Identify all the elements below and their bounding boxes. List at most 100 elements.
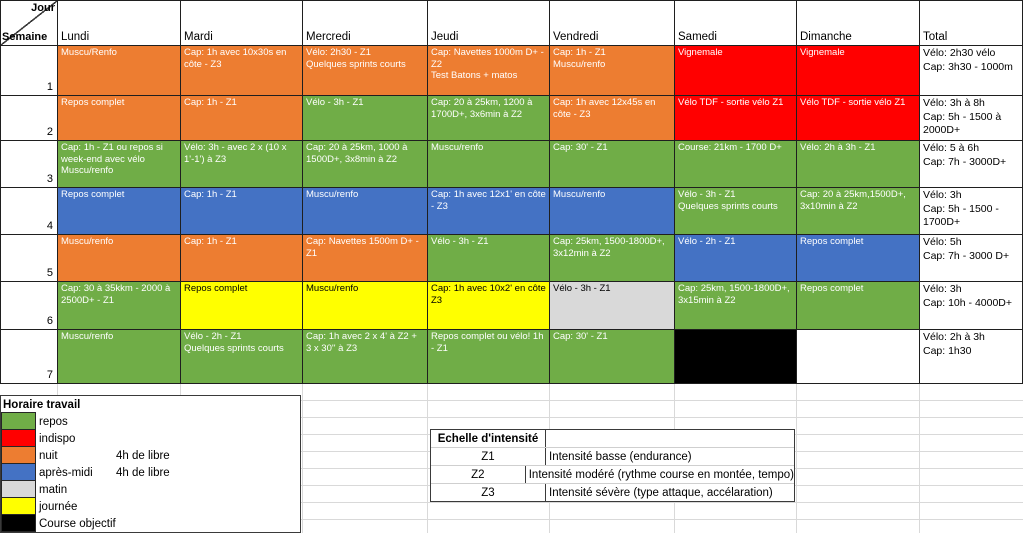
legend-item-repos[interactable]: repos (1, 412, 300, 430)
cell-w4-mardi[interactable]: Cap: 1h - Z1 (181, 188, 303, 235)
cell-w3-total[interactable]: Vélo: 5 à 6h Cap: 7h - 3000D+ (920, 141, 1023, 188)
week-number-5[interactable]: 5 (1, 235, 58, 282)
cell-w6-vendredi[interactable]: Vélo - 3h - Z1 (550, 282, 675, 330)
cell-w5-mardi[interactable]: Cap: 1h - Z1 (181, 235, 303, 282)
cell-w1-jeudi[interactable]: Cap: Navettes 1000m D+ - Z2 Test Batons … (428, 46, 550, 96)
legend-item-course-objectif[interactable]: Course objectif (1, 514, 300, 532)
cell-w1-mercredi[interactable]: Vélo: 2h30 - Z1 Quelques sprints courts (303, 46, 428, 96)
legend-swatch-orange (1, 446, 36, 464)
cell-w3-dimanche[interactable]: Vélo: 2h à 3h - Z1 (797, 141, 920, 188)
header-corner-cell[interactable]: Jour Semaine (1, 1, 58, 46)
cell-w6-samedi[interactable]: Cap: 25km, 1500-1800D+, 3x15min à Z2 (675, 282, 797, 330)
header-cell-total[interactable]: Total (920, 1, 1023, 46)
cell-w6-mardi[interactable]: Repos complet (181, 282, 303, 330)
cell-w2-samedi[interactable]: Vélo TDF - sortie vélo Z1 (675, 96, 797, 141)
header-cell-vendredi[interactable]: Vendredi (550, 1, 675, 46)
cell-w5-total[interactable]: Vélo: 5h Cap: 7h - 3000 D+ (920, 235, 1023, 282)
header-cell-samedi[interactable]: Samedi (675, 1, 797, 46)
cell-w3-jeudi[interactable]: Muscu/renfo (428, 141, 550, 188)
schedule-table: Jour Semaine Lundi Mardi Mercredi Jeudi Vendre… (0, 0, 1023, 384)
week-number-2[interactable]: 2 (1, 96, 58, 141)
intensity-row-z3[interactable]: Z3 Intensité sévère (type attaque, accéla… (431, 484, 794, 501)
legend-item-label: matin (39, 483, 68, 496)
legend-item-apres-midi[interactable]: après-midi 4h de libre (1, 463, 300, 481)
cell-w4-lundi[interactable]: Repos complet (58, 188, 181, 235)
cell-w7-total[interactable]: Vélo: 2h à 3h Cap: 1h30 (920, 330, 1023, 384)
week-row-6: 6 Cap: 30 à 35kkm - 2000 à 2500D+ - Z1 Rep… (1, 282, 1023, 330)
cell-w5-mercredi[interactable]: Cap: Navettes 1500m D+ - Z1 (303, 235, 428, 282)
grid-vline (919, 384, 920, 533)
cell-w4-vendredi[interactable]: Muscu/renfo (550, 188, 675, 235)
legend-items: repos indispo nuit 4h de libre après-midi 4h … (1, 412, 300, 532)
header-cell-dimanche[interactable]: Dimanche (797, 1, 920, 46)
cell-w7-samedi[interactable] (675, 330, 797, 384)
cell-w3-mercredi[interactable]: Cap: 20 à 25km, 1000 à 1500D+, 3x8min à … (303, 141, 428, 188)
cell-w6-lundi[interactable]: Cap: 30 à 35kkm - 2000 à 2500D+ - Z1 (58, 282, 181, 330)
cell-w7-mercredi[interactable]: Cap: 1h avec 2 x 4' à Z2 + 3 x 30'' à Z3 (303, 330, 428, 384)
cell-w2-lundi[interactable]: Repos complet (58, 96, 181, 141)
legend-item-matin[interactable]: matin (1, 480, 300, 498)
legend-item-indispo[interactable]: indispo (1, 429, 300, 447)
week-row-2: 2 Repos complet Cap: 1h - Z1 Vélo - 3h - Z1… (1, 96, 1023, 141)
legend-title[interactable]: Horaire travail (3, 398, 81, 411)
cell-w3-vendredi[interactable]: Cap: 30' - Z1 (550, 141, 675, 188)
cell-w2-mardi[interactable]: Cap: 1h - Z1 (181, 96, 303, 141)
cell-w5-lundi[interactable]: Muscu/renfo (58, 235, 181, 282)
cell-w2-mercredi[interactable]: Vélo - 3h - Z1 (303, 96, 428, 141)
cell-w7-dimanche[interactable] (797, 330, 920, 384)
cell-w1-vendredi[interactable]: Cap: 1h - Z1 Muscu/renfo (550, 46, 675, 96)
header-cell-lundi[interactable]: Lundi (58, 1, 181, 46)
cell-w4-mercredi[interactable]: Muscu/renfo (303, 188, 428, 235)
cell-w1-samedi[interactable]: Vignemale (675, 46, 797, 96)
cell-w7-lundi[interactable]: Muscu/renfo (58, 330, 181, 384)
cell-w6-total[interactable]: Vélo: 3h Cap: 10h - 4000D+ (920, 282, 1023, 330)
cell-w4-dimanche[interactable]: Cap: 20 à 25km,1500D+, 3x10min à Z2 (797, 188, 920, 235)
cell-w1-dimanche[interactable]: Vignemale (797, 46, 920, 96)
cell-w2-vendredi[interactable]: Cap: 1h avec 12x45s en côte - Z3 (550, 96, 675, 141)
cell-w5-dimanche[interactable]: Repos complet (797, 235, 920, 282)
legend-swatch-black (1, 514, 36, 532)
cell-w6-jeudi[interactable]: Cap: 1h avec 10x2' en côte Z3 (428, 282, 550, 330)
intensity-row-z1[interactable]: Z1 Intensité basse (endurance) (431, 448, 794, 466)
legend-item-journee[interactable]: journée (1, 497, 300, 515)
cell-w4-jeudi[interactable]: Cap: 1h avec 12x1' en côte - Z3 (428, 188, 550, 235)
cell-w2-dimanche[interactable]: Vélo TDF - sortie vélo Z1 (797, 96, 920, 141)
legend-item-label: indispo (39, 432, 76, 445)
intensity-zone-desc: Intensité modéré (rythme course en monté… (528, 468, 794, 481)
cell-w5-vendredi[interactable]: Cap: 25km, 1500-1800D+, 3x12min à Z2 (550, 235, 675, 282)
week-number-6[interactable]: 6 (1, 282, 58, 330)
week-number-7[interactable]: 7 (1, 330, 58, 384)
header-cell-mercredi[interactable]: Mercredi (303, 1, 428, 46)
cell-w6-mercredi[interactable]: Muscu/renfo (303, 282, 428, 330)
cell-w1-total[interactable]: Vélo: 2h30 vélo Cap: 3h30 - 1000m (920, 46, 1023, 96)
header-cell-jeudi[interactable]: Jeudi (428, 1, 550, 46)
cell-w6-dimanche[interactable]: Repos complet (797, 282, 920, 330)
cell-w1-lundi[interactable]: Muscu/Renfo (58, 46, 181, 96)
cell-w4-samedi[interactable]: Vélo - 3h - Z1 Quelques sprints courts (675, 188, 797, 235)
cell-w3-lundi[interactable]: Cap: 1h - Z1 ou repos si week-end avec v… (58, 141, 181, 188)
cell-w7-jeudi[interactable]: Repos complet ou vélo! 1h - Z1 (428, 330, 550, 384)
week-number-1[interactable]: 1 (1, 46, 58, 96)
cell-w5-jeudi[interactable]: Vélo - 3h - Z1 (428, 235, 550, 282)
cell-w3-samedi[interactable]: Course: 21km - 1700 D+ (675, 141, 797, 188)
week-row-4: 4 Repos complet Cap: 1h - Z1 Muscu/renfo Cap… (1, 188, 1023, 235)
corner-label-semaine: Semaine (2, 30, 48, 43)
header-cell-mardi[interactable]: Mardi (181, 1, 303, 46)
cell-w3-mardi[interactable]: Vélo: 3h - avec 2 x (10 x 1'-1') à Z3 (181, 141, 303, 188)
intensity-zone-label: Z2 (431, 466, 526, 483)
legend-item-nuit[interactable]: nuit 4h de libre (1, 446, 300, 464)
intensity-row-z2[interactable]: Z2 Intensité modéré (rythme course en mon… (431, 466, 794, 484)
intensity-header-row[interactable]: Echelle d'intensité (431, 430, 794, 448)
cell-w4-total[interactable]: Vélo: 3h Cap: 5h - 1500 - 1700D+ (920, 188, 1023, 235)
cell-w7-vendredi[interactable]: Cap: 30' - Z1 (550, 330, 675, 384)
cell-w5-samedi[interactable]: Vélo - 2h - Z1 (675, 235, 797, 282)
cell-w2-total[interactable]: Vélo: 3h à 8h Cap: 5h - 1500 à 2000D+ (920, 96, 1023, 141)
legend-swatch-blue (1, 463, 36, 481)
cell-w2-jeudi[interactable]: Cap: 20 à 25km, 1200 à 1700D+, 3x6min à … (428, 96, 550, 141)
week-number-3[interactable]: 3 (1, 141, 58, 188)
cell-w1-mardi[interactable]: Cap: 1h avec 10x30s en côte - Z3 (181, 46, 303, 96)
cell-w7-mardi[interactable]: Vélo - 2h - Z1 Quelques sprints courts (181, 330, 303, 384)
week-number-4[interactable]: 4 (1, 188, 58, 235)
intensity-title: Echelle d'intensité (431, 430, 546, 447)
